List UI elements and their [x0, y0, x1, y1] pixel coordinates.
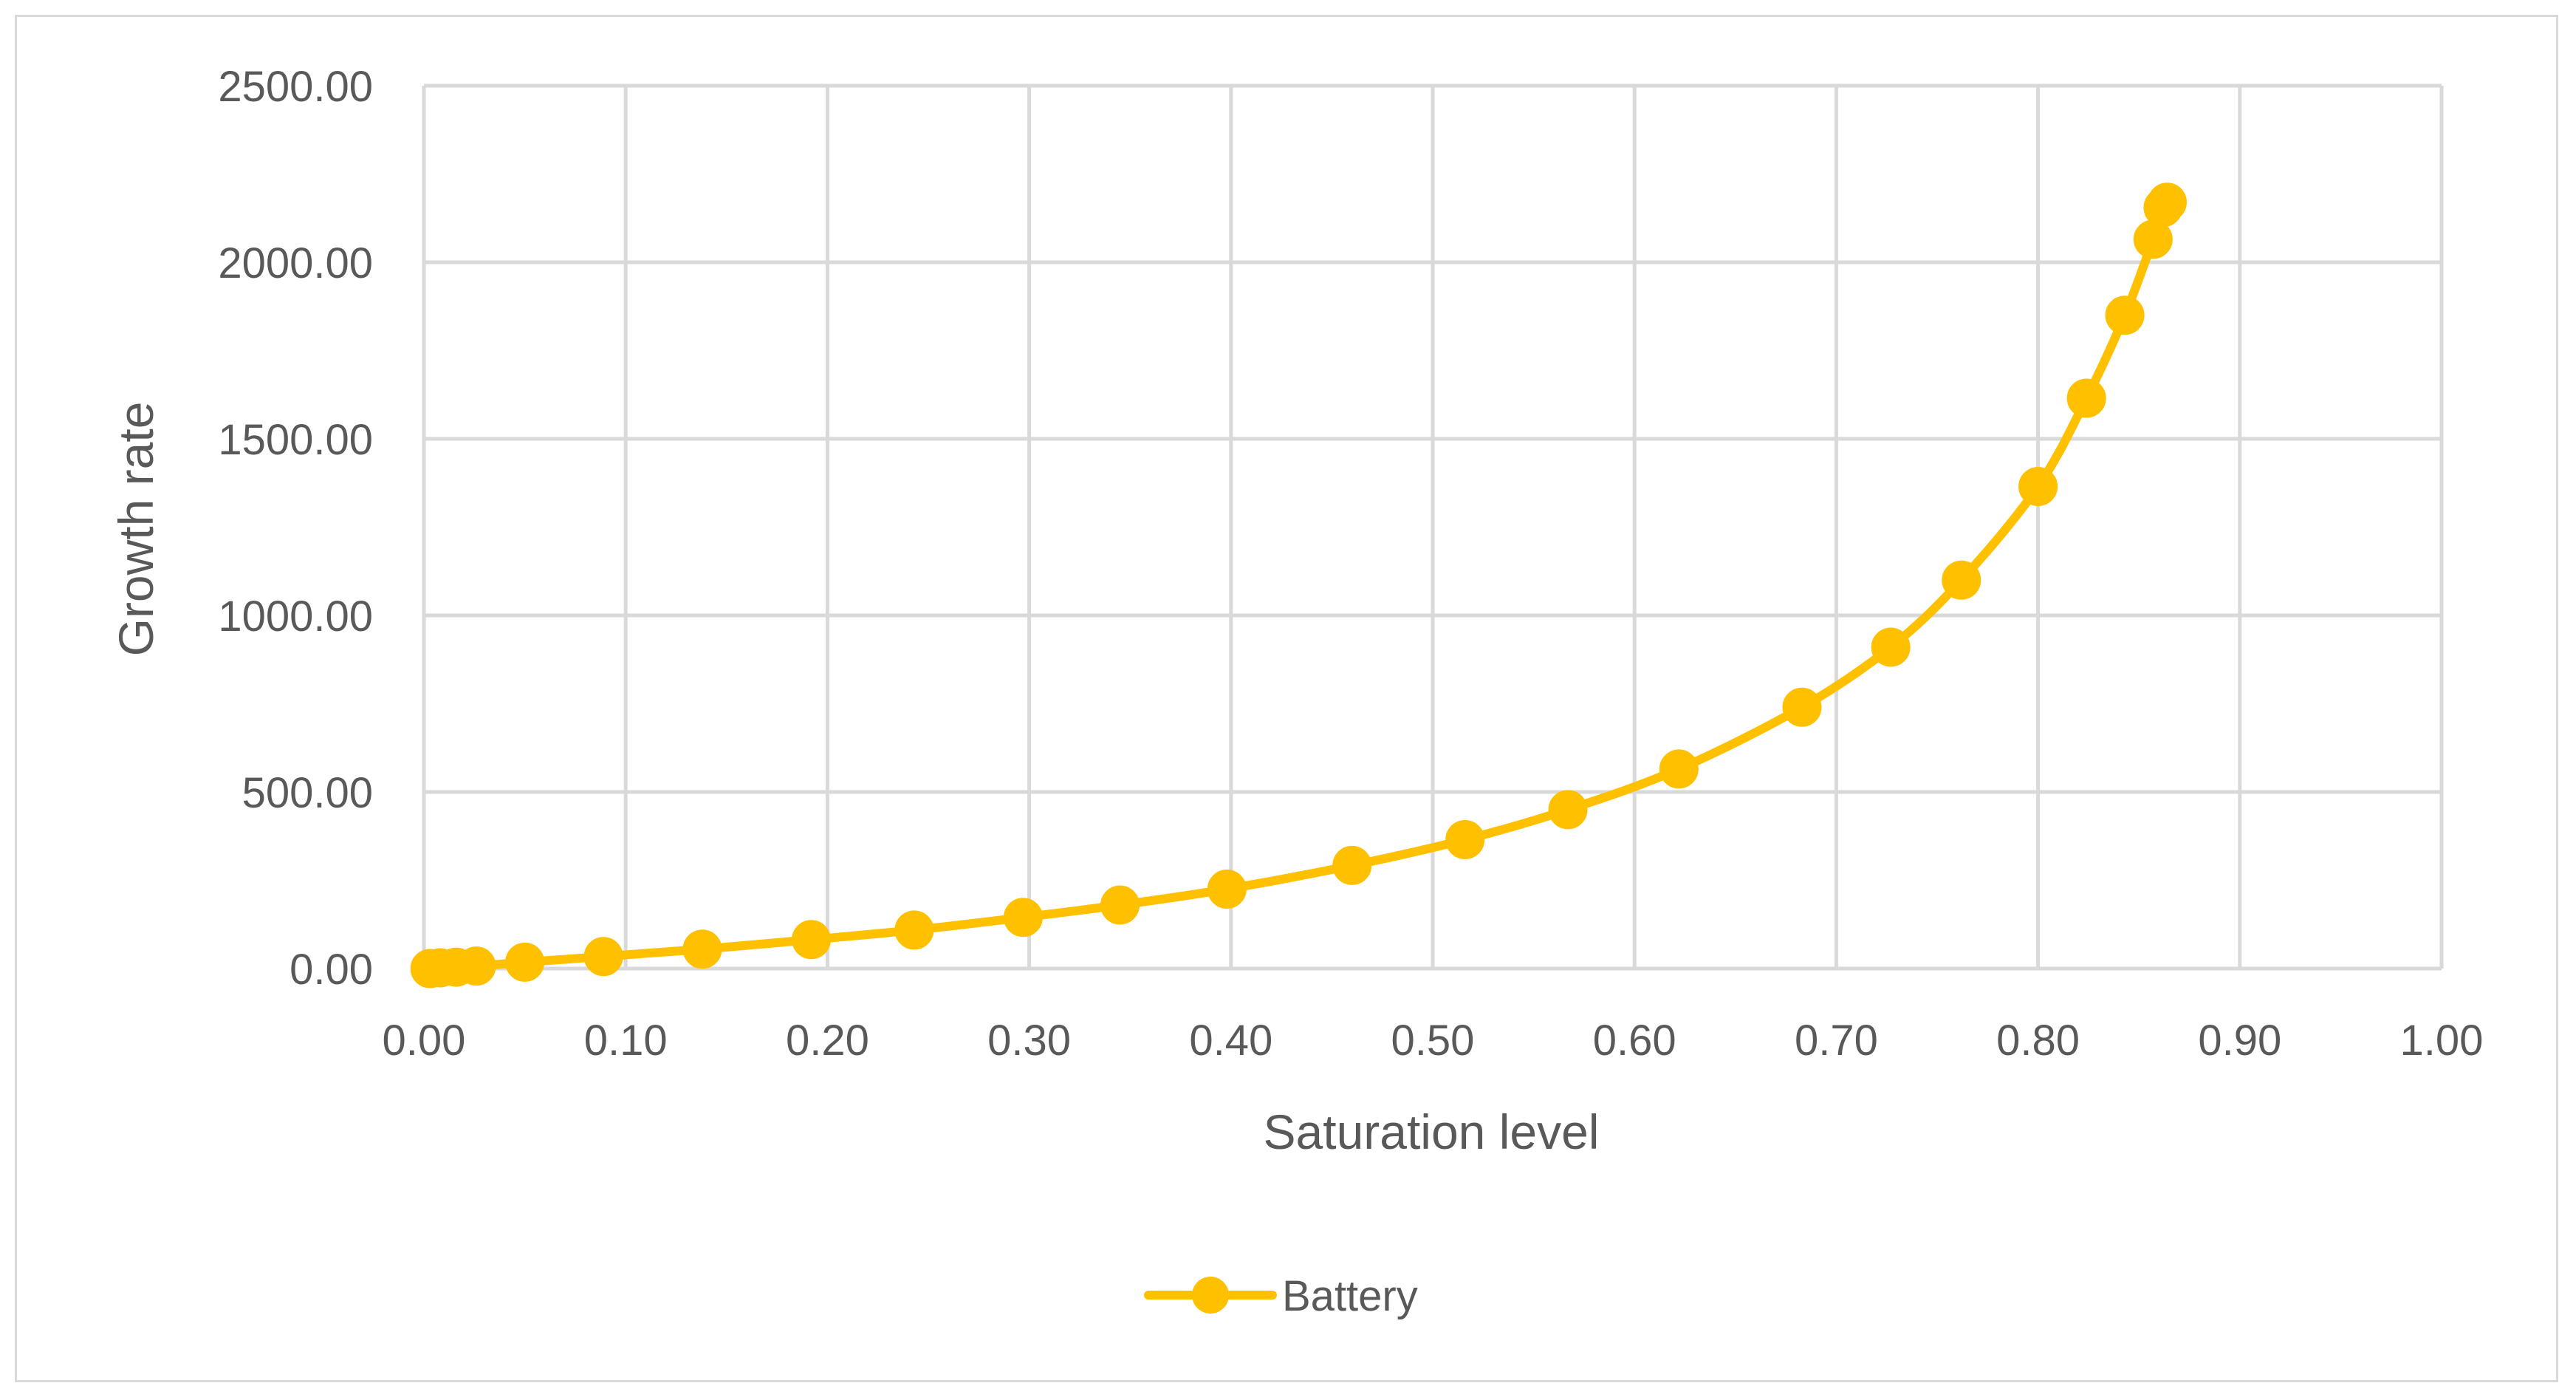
y-axis-title: Growth rate: [109, 402, 163, 657]
x-tick-label: 0.60: [1593, 1017, 1676, 1065]
data-point: [792, 920, 832, 960]
y-tick-label: 500.00: [242, 769, 373, 817]
x-tick-label: 0.00: [383, 1017, 466, 1065]
series-battery: [410, 182, 2187, 988]
y-tick-label: 2000.00: [218, 239, 373, 287]
y-tick-label: 2500.00: [218, 63, 373, 111]
data-point: [1445, 820, 1485, 860]
data-point: [1659, 749, 1699, 789]
data-point: [2066, 378, 2106, 418]
y-tick-label: 1000.00: [218, 593, 373, 641]
x-tick-label: 1.00: [2400, 1017, 2484, 1065]
legend-marker-battery: [1192, 1277, 1229, 1314]
data-point: [1003, 898, 1043, 938]
data-point: [1207, 869, 1247, 909]
x-tick-label: 0.30: [987, 1017, 1071, 1065]
data-point: [894, 910, 934, 950]
legend: Battery: [1144, 1272, 1418, 1320]
data-point: [1782, 687, 1822, 727]
data-point: [2105, 296, 2145, 335]
axis-ticks: 0.00 0.10 0.20 0.30 0.40 0.50 0.60 0.70 0.80 0.90…: [218, 63, 2483, 1065]
data-point: [583, 937, 623, 977]
x-tick-label: 0.80: [1996, 1017, 2080, 1065]
x-tick-label: 0.10: [584, 1017, 668, 1065]
x-tick-label: 0.90: [2198, 1017, 2281, 1065]
data-point: [1548, 790, 1588, 830]
x-tick-label: 0.50: [1391, 1017, 1475, 1065]
y-tick-label: 0.00: [290, 946, 373, 994]
x-tick-label: 0.70: [1795, 1017, 1878, 1065]
data-point: [456, 946, 496, 986]
data-point: [1942, 560, 1981, 600]
data-point: [1100, 885, 1140, 925]
series-line-battery: [425, 197, 2172, 973]
data-point: [1871, 627, 1911, 667]
x-tick-label: 0.40: [1189, 1017, 1272, 1065]
data-point: [2147, 182, 2187, 222]
y-tick-label: 1500.00: [218, 416, 373, 464]
data-point: [1332, 845, 1372, 885]
x-tick-label: 0.20: [786, 1017, 869, 1065]
legend-label-battery: Battery: [1282, 1272, 1418, 1320]
grid: [422, 83, 2444, 971]
x-axis-title: Saturation level: [1264, 1104, 1600, 1159]
data-point: [2018, 467, 2058, 507]
data-point: [682, 929, 722, 969]
data-point: [505, 942, 545, 982]
